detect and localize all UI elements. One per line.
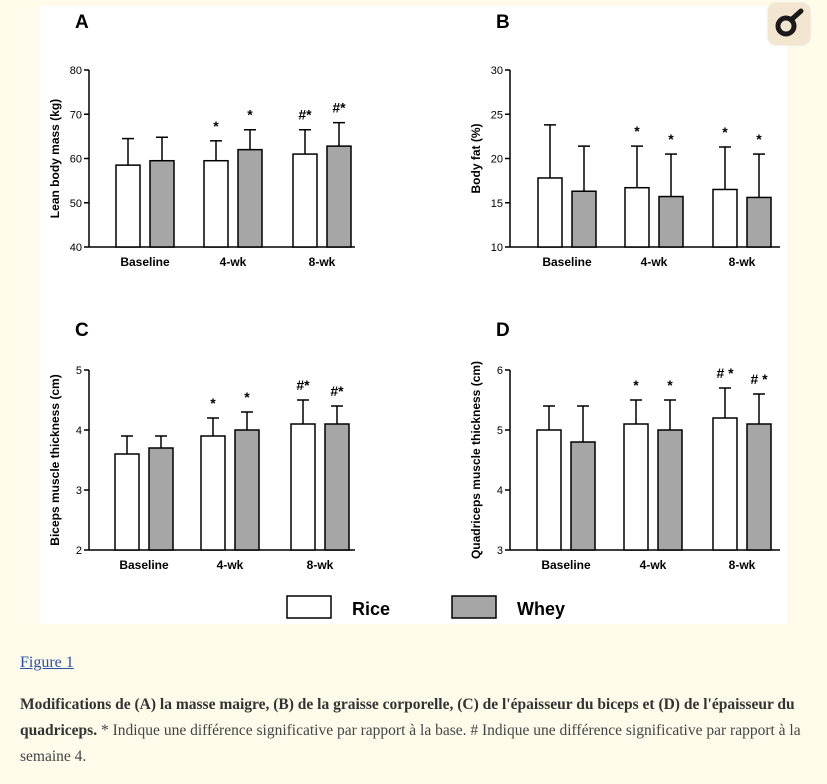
legend-label-whey: Whey: [517, 599, 565, 619]
bar-whey: [746, 196, 772, 248]
bar-rice: [712, 188, 738, 248]
significance-label: *: [668, 131, 674, 147]
significance-label: *: [634, 123, 640, 139]
category-label: 8-wk: [729, 255, 756, 269]
category-label: 4-wk: [640, 558, 667, 572]
y-axis-title: Body fat (%): [469, 124, 483, 194]
significance-label: #*: [332, 100, 346, 116]
bar-whey: [658, 195, 684, 248]
category-label: 4-wk: [217, 558, 244, 572]
panel-letter-D: D: [496, 320, 510, 341]
bar-whey: [234, 429, 260, 551]
bar-whey: [326, 145, 352, 248]
category-label: Baseline: [541, 558, 591, 572]
bar-whey: [746, 423, 772, 551]
category-label: Baseline: [542, 255, 592, 269]
bar-rice: [292, 153, 318, 248]
bar-whey: [149, 159, 175, 248]
y-tick-label: 6: [497, 365, 503, 377]
bar-whey: [570, 441, 596, 551]
category-label: 4-wk: [641, 255, 668, 269]
y-tick-label: 5: [497, 425, 503, 437]
bar-whey: [148, 447, 174, 551]
caption-bold: Modifications de (A) la masse maigre, (B…: [20, 696, 795, 739]
legend-label-rice: Rice: [352, 599, 390, 619]
category-label: Baseline: [119, 558, 169, 572]
significance-label: #*: [296, 377, 310, 393]
y-tick-label: 80: [70, 65, 82, 77]
significance-label: *: [667, 377, 673, 393]
y-tick-label: 4: [76, 425, 82, 437]
y-axis-title: Lean body mass (kg): [48, 99, 62, 218]
bar-rice: [115, 164, 141, 248]
caption-area: Figure 1 Modifications de (A) la masse m…: [20, 654, 816, 770]
figure-link[interactable]: Figure 1: [20, 654, 74, 671]
bar-whey: [657, 429, 683, 551]
bar-rice: [537, 177, 563, 248]
y-tick-label: 20: [491, 154, 503, 166]
bar-rice: [536, 429, 562, 551]
y-tick-label: 3: [76, 485, 82, 497]
bar-rice: [114, 453, 140, 551]
figure-chart: A Lean body mass (kg) 40 50 60 70 80 Baseline 4-…: [48, 12, 780, 619]
significance-label: *: [722, 124, 728, 140]
bar-rice: [624, 186, 650, 248]
caption-body: * Indique une différence significative p…: [20, 722, 801, 765]
y-axis-title: Biceps muscle thickness (cm): [48, 374, 62, 545]
significance-label: *: [247, 107, 253, 123]
y-tick-label: 50: [70, 198, 82, 210]
bar-whey: [571, 190, 597, 248]
significance-label: #*: [298, 107, 312, 123]
category-label: 4-wk: [220, 255, 247, 269]
panel-letter-C: C: [75, 320, 89, 341]
significance-label: *: [756, 131, 762, 147]
legend-swatch-whey: [451, 595, 497, 619]
significance-label: #*: [330, 383, 344, 399]
figure-panel: A Lean body mass (kg) 40 50 60 70 80 Baseline 4-…: [40, 6, 787, 624]
y-tick-label: 4: [497, 485, 503, 497]
y-tick-label: 25: [491, 109, 503, 121]
y-tick-label: 40: [70, 242, 82, 254]
bar-rice: [200, 435, 226, 551]
category-label: 8-wk: [729, 558, 756, 572]
zoom-button[interactable]: [768, 3, 810, 45]
bar-rice: [623, 423, 649, 551]
significance-label: *: [633, 377, 639, 393]
y-axis-title: Quadriceps muscle thickness (cm): [469, 361, 483, 559]
magnify-icon: [775, 8, 804, 37]
legend-swatch-rice: [286, 595, 332, 619]
bar-whey: [324, 423, 350, 551]
y-tick-label: 30: [491, 65, 503, 77]
bar-rice: [290, 423, 316, 551]
y-tick-label: 60: [70, 154, 82, 166]
significance-label: *: [244, 389, 250, 405]
bar-rice: [712, 417, 738, 551]
figure-caption: Modifications de (A) la masse maigre, (B…: [20, 692, 816, 770]
y-tick-label: 15: [491, 198, 503, 210]
bar-whey: [237, 148, 263, 248]
y-tick-label: 2: [76, 545, 82, 557]
significance-label: # *: [716, 365, 734, 381]
category-label: 8-wk: [307, 558, 334, 572]
y-tick-label: 5: [76, 365, 82, 377]
panel-letter-A: A: [75, 12, 89, 33]
y-tick-label: 10: [491, 242, 503, 254]
category-label: Baseline: [120, 255, 170, 269]
y-tick-label: 70: [70, 109, 82, 121]
category-label: 8-wk: [309, 255, 336, 269]
panel-letter-B: B: [496, 12, 510, 33]
significance-label: # *: [750, 371, 768, 387]
y-tick-label: 3: [497, 545, 503, 557]
significance-label: *: [210, 395, 216, 411]
significance-label: *: [213, 118, 219, 134]
bar-rice: [203, 159, 229, 248]
